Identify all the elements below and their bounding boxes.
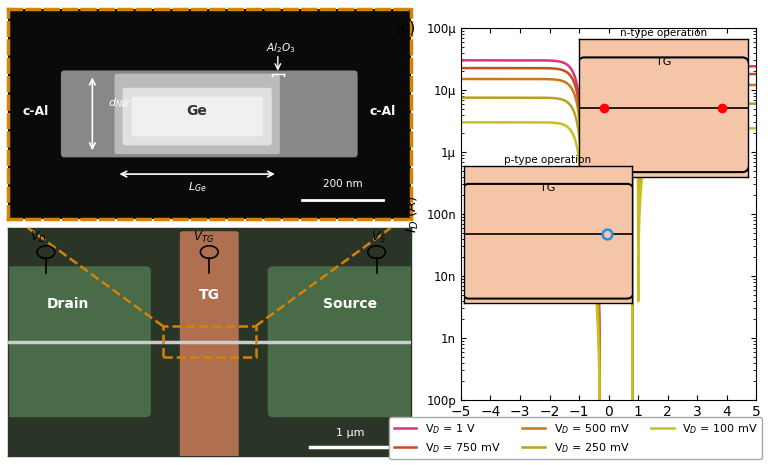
FancyBboxPatch shape <box>268 266 417 417</box>
Text: TG: TG <box>199 288 220 302</box>
Text: c-Al: c-Al <box>369 105 396 118</box>
FancyBboxPatch shape <box>2 266 151 417</box>
Text: $Al_2O_3$: $Al_2O_3$ <box>266 41 296 55</box>
FancyBboxPatch shape <box>131 97 263 136</box>
X-axis label: $V_{TG}$ (V): $V_{TG}$ (V) <box>584 425 633 442</box>
Text: Source: Source <box>323 297 377 311</box>
Text: $V_S$: $V_S$ <box>370 230 386 245</box>
Text: Ge: Ge <box>187 104 207 118</box>
Text: $V_D$: $V_D$ <box>30 230 46 245</box>
Text: Drain: Drain <box>47 297 89 311</box>
Y-axis label: $I_D$ (A): $I_D$ (A) <box>403 195 421 232</box>
FancyBboxPatch shape <box>114 73 280 154</box>
FancyBboxPatch shape <box>180 231 239 458</box>
Text: c-Al: c-Al <box>23 105 49 118</box>
FancyBboxPatch shape <box>123 88 272 145</box>
FancyBboxPatch shape <box>61 71 358 157</box>
Text: $L_{Ge}$: $L_{Ge}$ <box>188 180 207 193</box>
Text: 1 μm: 1 μm <box>336 428 365 438</box>
Text: $d_{NW}$: $d_{NW}$ <box>108 96 131 110</box>
Text: 200 nm: 200 nm <box>323 179 362 189</box>
Bar <box>163 326 256 358</box>
Text: (c): (c) <box>396 20 416 35</box>
Text: $V_{TG}$: $V_{TG}$ <box>193 230 214 245</box>
Legend: V$_D$ = 1 V, V$_D$ = 750 mV, V$_D$ = 500 mV, V$_D$ = 250 mV, V$_D$ = 100 mV: V$_D$ = 1 V, V$_D$ = 750 mV, V$_D$ = 500… <box>389 418 763 459</box>
